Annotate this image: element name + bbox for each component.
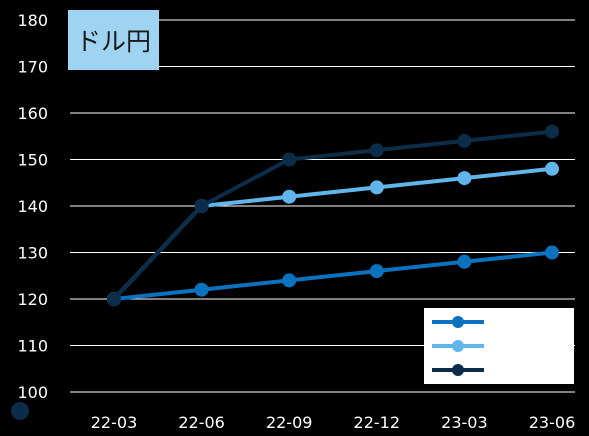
series-point xyxy=(457,171,472,186)
legend-label: ドル円v2 xyxy=(488,338,551,356)
series-point xyxy=(194,199,209,213)
x-tick-label: 23-03 xyxy=(441,413,488,432)
series-point xyxy=(457,254,472,269)
series-point xyxy=(545,124,559,139)
y-axis-ticks: 100 110 120 130 140 150 160 170 180 xyxy=(17,11,48,402)
y-tick-label: 130 xyxy=(17,244,48,263)
series-point xyxy=(282,189,297,204)
legend-swatch-marker xyxy=(452,316,464,328)
y-tick-label: 100 xyxy=(17,383,48,402)
legend-label: ドル円v1 xyxy=(488,314,551,332)
x-tick-label: 22-09 xyxy=(266,413,313,432)
series-point xyxy=(369,264,384,279)
series-point xyxy=(282,273,297,288)
series-point xyxy=(545,245,559,260)
series-point xyxy=(545,161,559,176)
y-tick-label: 160 xyxy=(17,104,48,123)
y-tick-label: 120 xyxy=(17,290,48,309)
legend-swatch-marker xyxy=(452,340,464,352)
series-1 xyxy=(107,245,559,306)
series-line xyxy=(112,129,553,301)
series-line xyxy=(112,166,553,301)
series-point xyxy=(369,180,384,195)
x-axis-ticks: 22-03 22-06 22-09 22-12 23-03 23-06 xyxy=(91,413,576,432)
series-line xyxy=(113,250,553,301)
series-point xyxy=(457,133,472,148)
gridlines xyxy=(70,19,575,393)
series-point xyxy=(194,282,209,297)
series-point xyxy=(282,152,297,167)
y-tick-label: 180 xyxy=(17,11,48,30)
y-tick-label: 110 xyxy=(17,337,48,356)
x-tick-label: 22-03 xyxy=(91,413,138,432)
x-tick-label: 22-12 xyxy=(354,413,401,432)
series-lines xyxy=(107,124,559,306)
y-tick-label: 140 xyxy=(17,197,48,216)
y-tick-label: 150 xyxy=(17,151,48,170)
legend-swatch-marker xyxy=(452,364,464,376)
y-tick-label: 170 xyxy=(17,58,48,77)
legend-label: ドル円v3 xyxy=(488,362,551,380)
x-tick-label: 23-06 xyxy=(529,413,576,432)
series-point xyxy=(369,143,384,158)
decorative-dot xyxy=(11,402,29,420)
series-3 xyxy=(107,124,559,306)
x-tick-label: 22-06 xyxy=(178,413,225,432)
series-point xyxy=(107,292,121,306)
chart-title: ドル円 xyxy=(68,10,159,70)
legend: ドル円v1 ドル円v2 ドル円v3 xyxy=(424,308,574,384)
